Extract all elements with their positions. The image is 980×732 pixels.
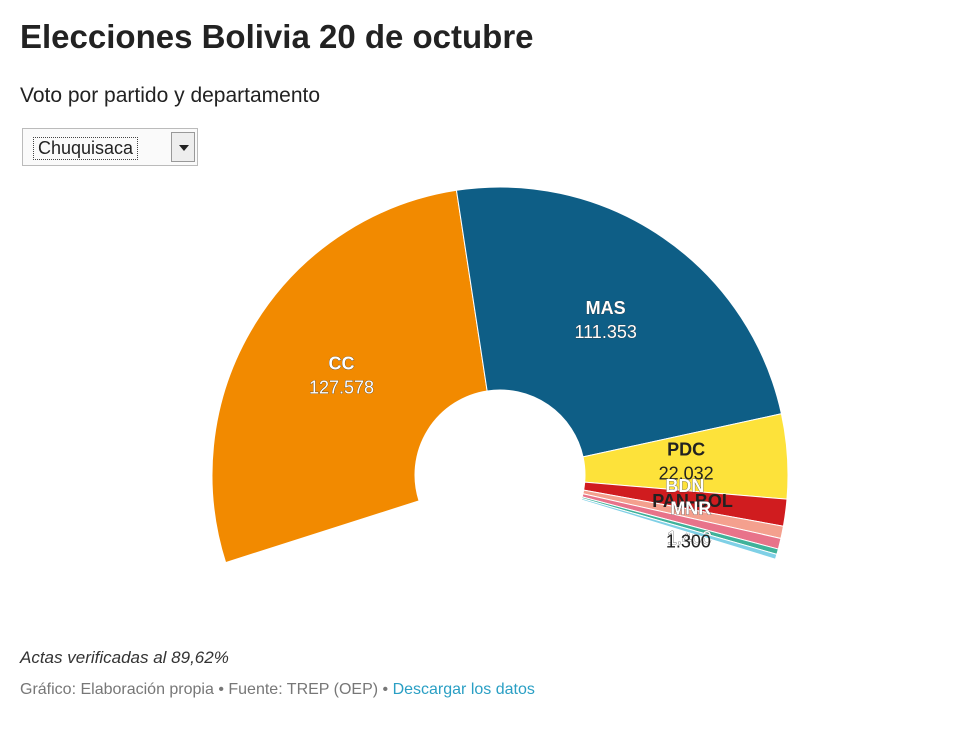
dropdown-value[interactable]: Chuquisaca <box>33 137 139 160</box>
note: Actas verificadas al 89,62% <box>20 648 229 667</box>
chart: CC 127.578 MAS 111.353 PDC 22.032BDNPAN-BOLMN… <box>211 186 789 564</box>
source: Gráfico: Elaboración propia • Fuente: TR… <box>20 681 535 699</box>
slice-label: CC <box>328 353 354 373</box>
dropdown[interactable]: Chuquisaca <box>22 128 198 166</box>
slice-value: 22.032 <box>659 464 714 484</box>
slice-value: 111.353 <box>574 322 636 342</box>
slice <box>211 189 488 564</box>
slice-label: BDN <box>665 476 704 496</box>
slice-label: MAS <box>586 298 626 318</box>
title: Elecciones Bolivia 20 de octubre <box>20 18 534 55</box>
subtitle: Voto por partido y departamento <box>20 84 321 107</box>
source-text: Gráfico: Elaboración propia • Fuente: TR… <box>20 681 389 698</box>
slice-label: PAN-BOL <box>652 491 733 511</box>
dropdown-arrow[interactable] <box>171 132 195 162</box>
slice-label: MNR <box>670 499 711 519</box>
slice <box>455 186 783 458</box>
slice <box>580 497 778 560</box>
slice-label: PDC <box>667 440 705 460</box>
slice-value: 127.578 <box>309 377 374 397</box>
download-link[interactable]: Descargar los datos <box>392 681 535 698</box>
slice-value: 1.300 <box>666 532 711 552</box>
